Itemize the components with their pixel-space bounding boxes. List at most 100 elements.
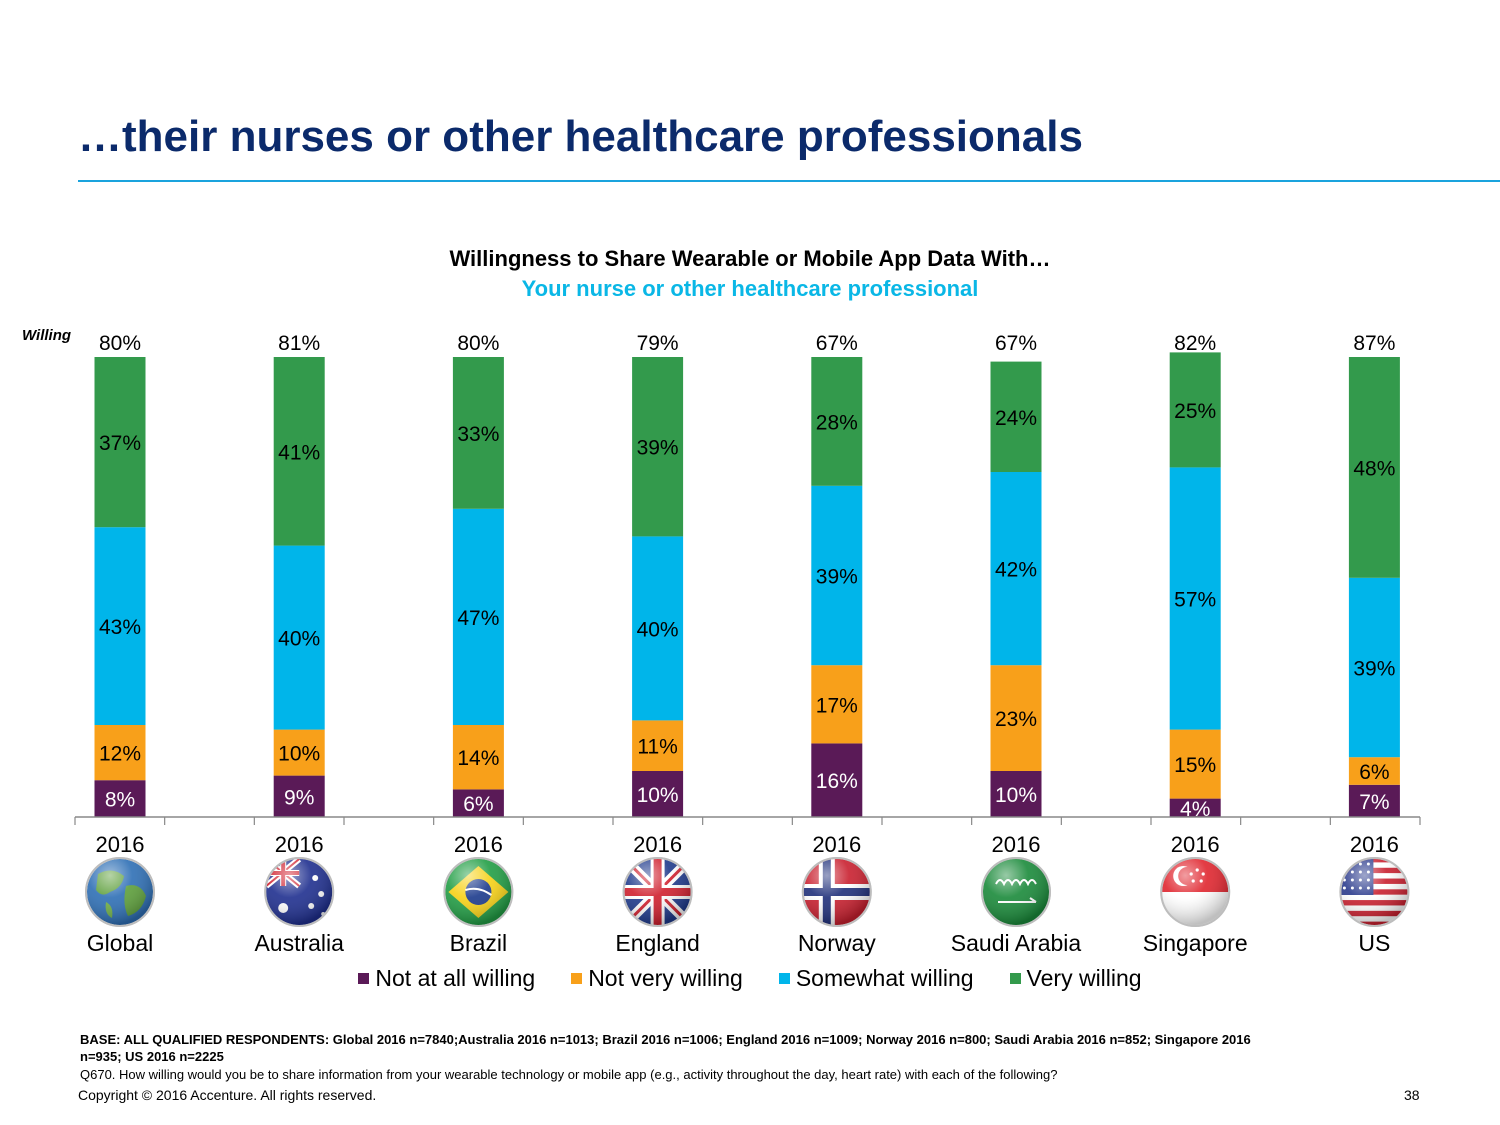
legend-swatch [358,973,370,984]
y-axis-label: Willing [22,327,71,344]
bar-segment [990,472,1042,666]
australia-flag-icon [264,857,335,927]
bar-segment [811,357,863,486]
bar-segment [1348,577,1400,758]
willing-total-label: 82% [1174,332,1216,355]
bar-segment [632,536,684,721]
willing-total-label: 67% [995,332,1037,355]
bar-segment [632,771,684,817]
bar-segment [811,743,863,817]
copyright: Copyright © 2016 Accenture. All rights r… [78,1087,377,1103]
question-note: Q670. How willing would you be to share … [80,1067,1058,1082]
base-note: BASE: ALL QUALIFIED RESPONDENTS: Global … [80,1032,1251,1064]
year-tick-label: 2016 [1350,832,1399,857]
bar-segment [1348,357,1400,578]
year-tick-label: 2016 [992,832,1041,857]
legend-label: Somewhat willing [795,965,974,991]
page-number: 38 [1404,1087,1420,1103]
data-label: 10% [637,784,679,807]
category-tick-label: US [1358,930,1390,956]
legend-label: Very willing [1026,965,1142,991]
globe-icon [85,857,155,927]
legend-swatch [571,973,583,984]
bar-segment [273,729,325,776]
data-label: 15% [1174,754,1216,777]
year-tick-label: 2016 [454,832,503,857]
bar-segment [94,780,146,817]
brazil-flag-icon [443,857,514,927]
bar-segment [273,545,325,730]
bar-segment [990,361,1042,472]
data-label: 48% [1353,457,1395,480]
bar-segment [94,527,146,725]
legend-item: Somewhat willing [778,965,974,992]
bar-segment [273,357,325,546]
bar-segment [990,771,1042,817]
data-label: 43% [99,616,141,639]
bar-segment [273,775,325,817]
category-tick-label: England [615,930,699,956]
chart-title: Willingness to Share Wearable or Mobile … [449,246,1051,271]
bar-segment [811,485,863,666]
data-label: 10% [278,743,320,766]
legend-swatch [1009,973,1021,984]
bar-segment [1348,757,1400,785]
data-label: 25% [1174,400,1216,423]
bar-segment [452,508,504,725]
us-flag-icon [1339,857,1410,927]
bar-segment [1169,467,1221,730]
year-tick-label: 2016 [633,832,682,857]
data-label: 57% [1174,589,1216,612]
bar-segment [1169,352,1221,468]
legend-label: Not at all willing [375,965,536,991]
year-tick-label: 2016 [96,832,145,857]
bar-segment [1169,729,1221,799]
data-label: 8% [105,789,135,812]
data-label: 41% [278,441,320,464]
bar-segment [990,665,1042,771]
willing-total-label: 79% [637,332,679,355]
data-label: 7% [1359,791,1389,814]
data-label: 42% [995,559,1037,582]
willing-total-label: 80% [457,332,499,355]
data-label: 23% [995,708,1037,731]
category-tick-label: Singapore [1143,930,1248,956]
chart-subtitle: Your nurse or other healthcare professio… [521,276,979,301]
data-label: 24% [995,407,1037,430]
bar-segment [94,357,146,528]
legend-label: Not very willing [588,965,743,991]
legend-item: Not very willing [571,965,743,992]
category-tick-label: Brazil [450,930,508,956]
data-label: 10% [995,784,1037,807]
data-label: 12% [99,743,141,766]
data-label: 47% [457,607,499,630]
data-label: 39% [1353,658,1395,681]
willing-total-label: 87% [1353,332,1395,355]
data-label: 9% [284,786,314,809]
norway-flag-icon [801,857,872,927]
data-label: 16% [816,770,858,793]
bar-segment [1169,798,1221,817]
data-label: 39% [816,566,858,589]
bar-segment [1348,784,1400,817]
bar-segment [632,357,684,537]
slide-title: …their nurses or other healthcare profes… [78,112,1083,161]
year-tick-label: 2016 [812,832,861,857]
category-tick-label: Australia [254,930,344,956]
legend-item: Not at all willing [358,965,535,992]
bar-segment [452,357,504,509]
bar-segment [811,665,863,744]
data-label: 28% [816,411,858,434]
data-label: 33% [457,423,499,446]
data-label: 11% [637,736,677,759]
data-label: 14% [457,747,499,770]
saudi-arabia-flag-icon [981,857,1051,927]
data-label: 39% [637,437,679,460]
data-label: 4% [1180,798,1210,821]
england-flag-icon [622,857,693,927]
data-label: 40% [637,618,679,641]
legend-swatch [778,973,790,984]
bar-segment [94,725,146,781]
data-label: 40% [278,628,320,651]
stacked-bar-chart: 8% 12% 43% 37% 80% 9% 10% 40% 41% 81% 6% 14% 47% 33% 8… [22,327,1421,956]
